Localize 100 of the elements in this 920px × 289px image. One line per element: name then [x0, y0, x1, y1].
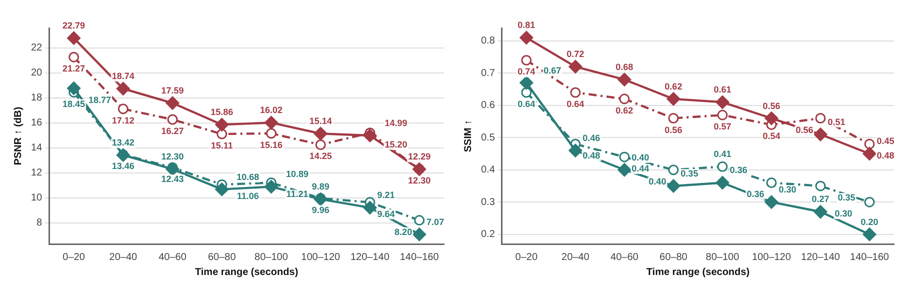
x-tick-label: 20–40 [562, 252, 590, 263]
data-label: 15.86 [210, 107, 234, 118]
point [363, 200, 377, 214]
data-label: 11.21 [286, 189, 308, 200]
data-label: 9.21 [377, 190, 395, 200]
point [215, 182, 229, 196]
data-label: 0.56 [796, 124, 814, 135]
x-tick-label: 80–100 [706, 252, 740, 263]
data-label: 0.44 [632, 163, 650, 174]
data-label: 0.40 [648, 176, 666, 186]
data-label: 0.27 [812, 194, 830, 204]
data-label: 0.64 [566, 98, 584, 109]
point [363, 128, 377, 142]
data-label: 0.48 [582, 150, 600, 161]
x-axis-title: Time range (seconds) [194, 266, 298, 278]
data-label: 9.89 [312, 182, 330, 192]
data-label: 0.68 [616, 62, 634, 72]
data-label: 17.12 [112, 115, 134, 126]
point [764, 195, 778, 209]
point [814, 128, 828, 142]
point [264, 116, 278, 130]
data-label: 0.64 [518, 98, 536, 109]
point [414, 215, 425, 226]
data-label: 0.36 [730, 165, 748, 176]
data-label: 0.74 [518, 66, 536, 77]
data-label: 0.30 [778, 184, 796, 195]
point [116, 82, 130, 96]
point [520, 76, 534, 90]
point [716, 95, 730, 109]
point [619, 94, 630, 104]
data-label: 0.46 [582, 132, 600, 143]
data-label: 9.64 [377, 208, 395, 219]
point [666, 92, 680, 106]
data-label: 7.07 [426, 216, 444, 227]
data-label: 12.30 [408, 176, 431, 186]
y-tick-label: 20 [31, 68, 43, 79]
data-label: 0.54 [762, 131, 780, 142]
data-label: 16.02 [260, 105, 283, 116]
x-tick-label: 100–120 [301, 252, 340, 263]
point [864, 138, 875, 150]
point [314, 126, 328, 140]
data-label: 0.45 [876, 136, 894, 146]
point [166, 96, 180, 110]
x-tick-label: 40–60 [610, 252, 639, 263]
data-label: 0.62 [664, 81, 682, 92]
point [215, 118, 229, 132]
point [521, 87, 532, 98]
x-tick-label: 0–20 [515, 252, 538, 263]
data-label: 22.79 [62, 20, 86, 31]
point [67, 82, 81, 96]
point [118, 104, 128, 114]
y-tick-label: 18 [31, 92, 43, 104]
point [266, 128, 276, 139]
x-tick-label: 60–80 [208, 252, 236, 263]
data-label: 12.30 [161, 152, 184, 162]
x-tick-label: 40–60 [158, 252, 187, 263]
x-axis-title: Time range (seconds) [646, 266, 750, 278]
point [716, 176, 730, 190]
x-tick-label: 140–160 [850, 252, 890, 263]
data-label: 13.42 [112, 138, 134, 148]
data-label: 11.06 [236, 191, 259, 202]
x-tick-label: 140–160 [400, 252, 440, 263]
data-label: 18.74 [112, 71, 134, 82]
data-label: 0.67 [544, 65, 562, 76]
y-tick-label: 12 [31, 168, 43, 179]
y-tick-label: 14 [31, 142, 43, 154]
data-label: 0.36 [746, 189, 764, 200]
point [568, 144, 582, 158]
data-label: 0.72 [566, 49, 584, 60]
point [166, 162, 180, 176]
data-label: 0.56 [762, 100, 780, 111]
point [764, 112, 778, 126]
data-label: 0.41 [714, 149, 732, 160]
x-tick-label: 60–80 [660, 252, 688, 263]
data-label: 12.43 [161, 174, 184, 184]
data-label: 17.59 [161, 86, 184, 96]
data-label: 0.40 [632, 152, 650, 162]
x-tick-label: 100–120 [752, 252, 792, 263]
data-label: 0.35 [680, 168, 698, 178]
data-label: 21.27 [62, 64, 86, 74]
data-label: 10.68 [236, 172, 260, 182]
data-label: 13.46 [112, 161, 134, 172]
point [717, 161, 728, 172]
y-tick-label: 22 [31, 42, 43, 54]
y-tick-label: 10 [31, 192, 43, 204]
y-tick-label: 16 [31, 118, 43, 129]
point [67, 31, 81, 45]
data-label: 0.30 [834, 208, 852, 219]
point [618, 163, 632, 177]
data-label: 0.61 [714, 84, 732, 95]
data-label: 15.20 [384, 139, 408, 150]
y-tick-label: 0.2 [480, 229, 496, 240]
data-label: 0.20 [860, 216, 878, 227]
data-label: 18.77 [88, 94, 112, 105]
point [815, 113, 826, 124]
data-label: 0.57 [714, 122, 732, 132]
data-label: 0.56 [664, 124, 682, 135]
point [666, 179, 680, 193]
point [264, 180, 278, 194]
point [619, 152, 630, 162]
